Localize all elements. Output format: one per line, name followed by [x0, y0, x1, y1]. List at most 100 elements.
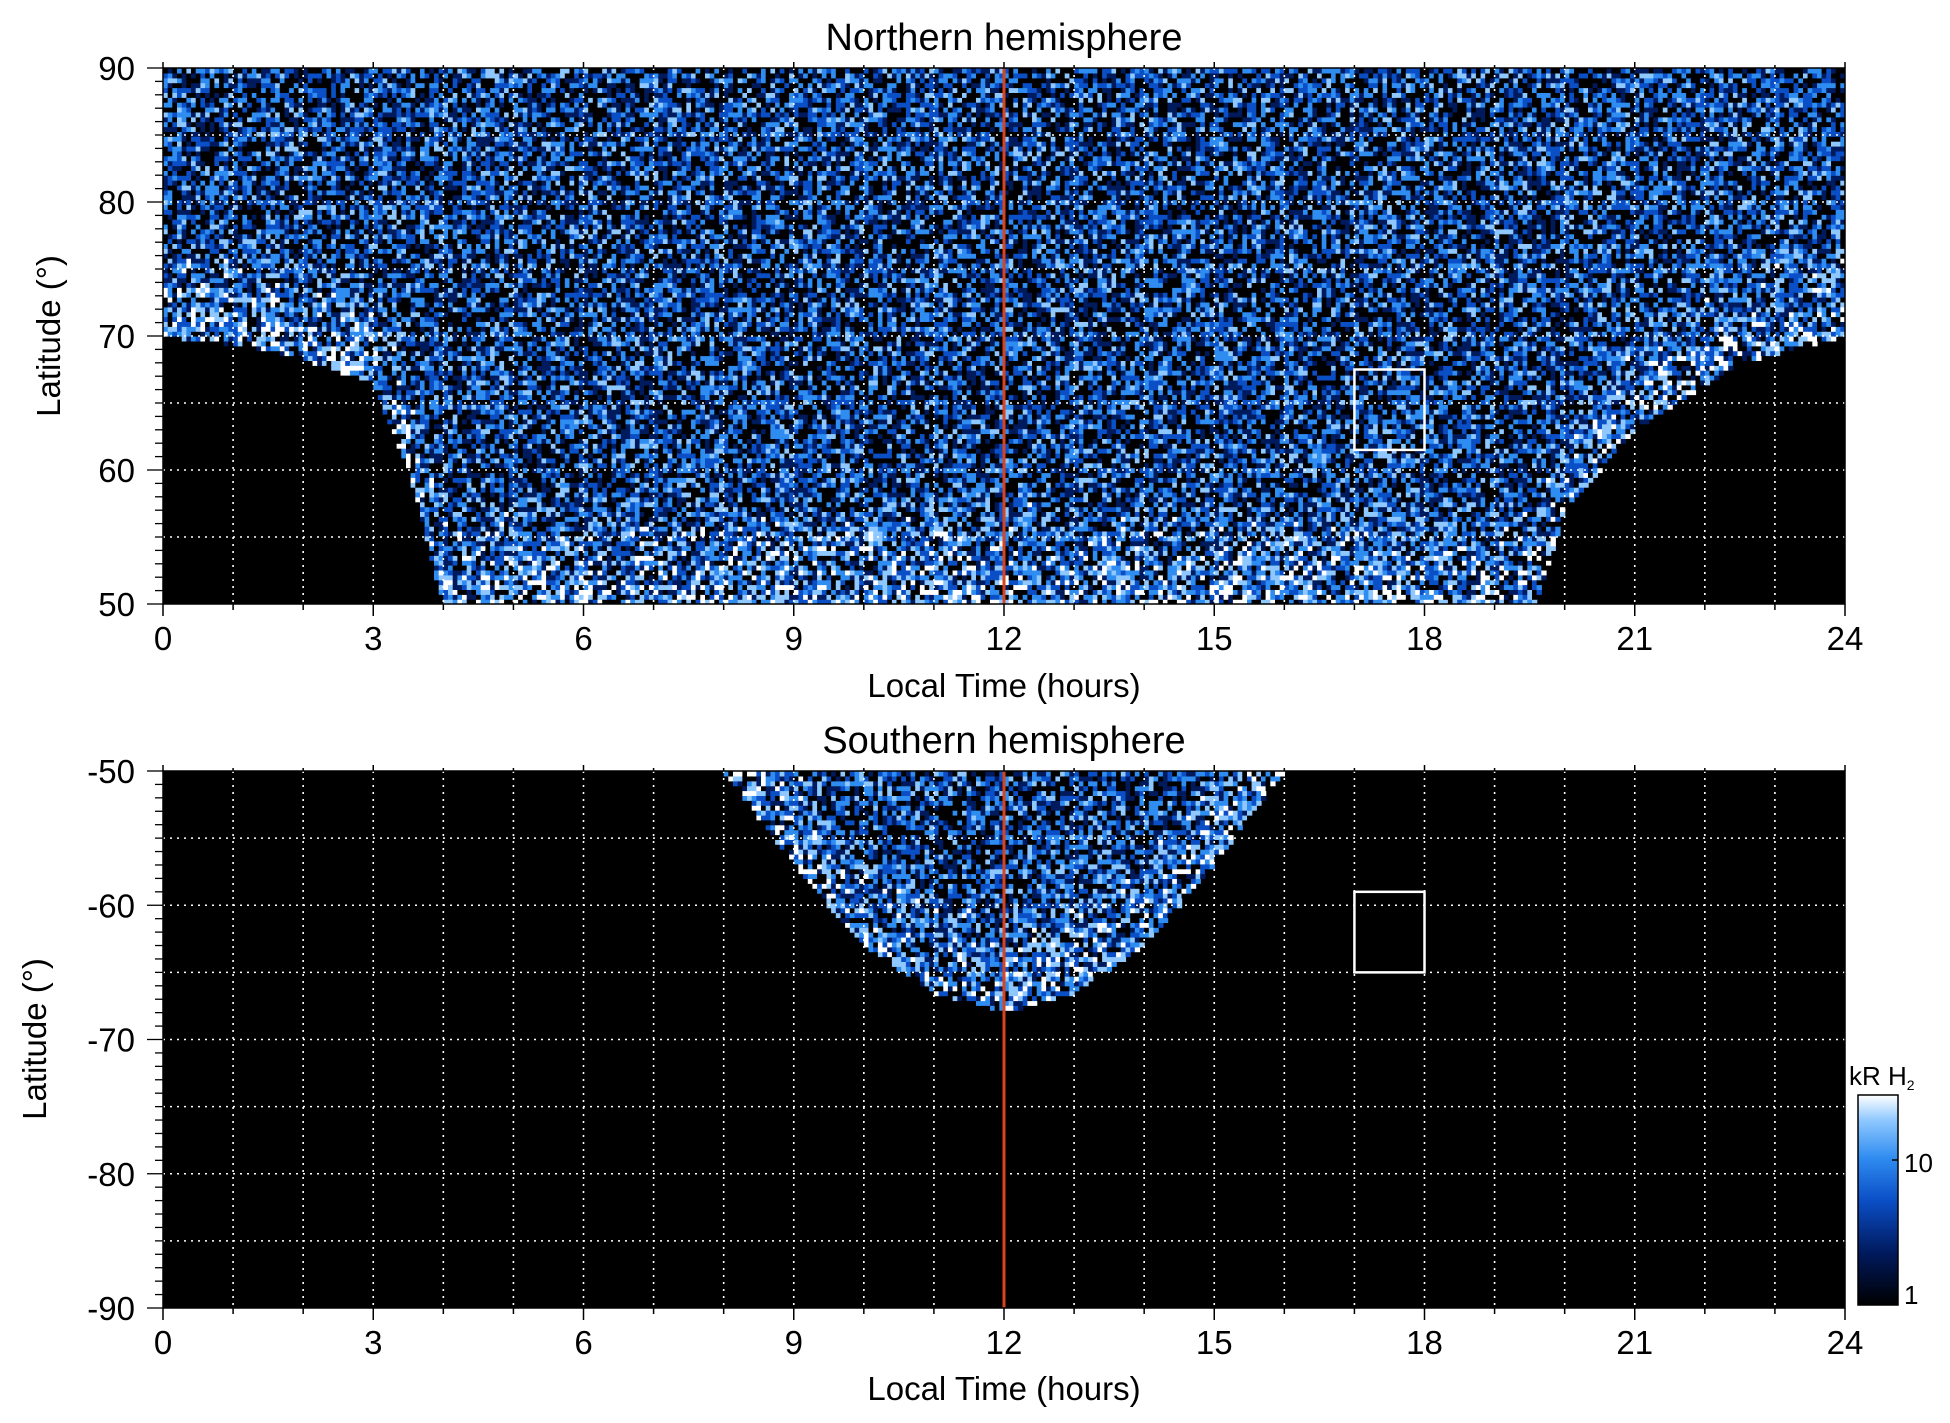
- n-cell-1612: [293, 253, 300, 259]
- n-cell-1605: [293, 287, 300, 293]
- n-cell-1714: [303, 340, 309, 347]
- n-cell-76: [167, 228, 173, 235]
- n-cell-233: [181, 272, 187, 279]
- n-cell-993: [242, 146, 248, 152]
- n-cell-4614: [471, 433, 477, 439]
- n-cell-4469: [462, 68, 468, 74]
- n-cell-3014: [396, 370, 402, 376]
- n-cell-960: [242, 306, 248, 313]
- n-cell-3654: [429, 321, 435, 327]
- n-cell-2630: [368, 141, 374, 147]
- n-cell-820: [228, 155, 234, 162]
- n-cell-3021: [396, 336, 402, 342]
- n-cell-2013: [321, 72, 328, 79]
- n-cell-59: [167, 311, 173, 318]
- n-cell-1366: [275, 297, 281, 303]
- n-cell-2448: [354, 92, 360, 98]
- n-cell-2816: [382, 233, 388, 240]
- n-cell-2526: [363, 336, 370, 342]
- n-cell-4108: [448, 219, 454, 225]
- n-cell-4375: [462, 526, 468, 532]
- n-cell-2127: [331, 121, 337, 128]
- n-cell-253: [181, 175, 187, 181]
- n-cell-1180: [256, 72, 262, 79]
- n-cell-1320: [270, 238, 276, 244]
- n-cell-533: [205, 175, 211, 181]
- n-cell-4488: [466, 511, 472, 517]
- n-cell-3375: [415, 262, 421, 269]
- n-cell-2583: [368, 370, 374, 376]
- n-cell-4340: [457, 160, 463, 167]
- n-cell-2663: [373, 301, 379, 308]
- n-cell-3787: [434, 184, 440, 191]
- n-cell-1778: [307, 326, 314, 332]
- n-cell-4241: [452, 107, 458, 113]
- n-cell-3342: [415, 423, 421, 430]
- n-cell-264: [181, 121, 187, 128]
- n-cell-35: [163, 160, 169, 167]
- n-cell-4912: [485, 589, 491, 595]
- n-cell-2194: [335, 97, 342, 103]
- n-cell-3639: [429, 394, 435, 400]
- n-cell-2303: [345, 180, 351, 186]
- n-cell-1244: [265, 326, 272, 332]
- n-cell-317: [186, 136, 192, 142]
- n-cell-2199: [335, 72, 342, 79]
- n-cell-4531: [466, 301, 472, 308]
- n-cell-2125: [331, 131, 337, 137]
- n-cell-4435: [462, 233, 468, 240]
- n-cell-2651: [373, 360, 379, 366]
- n-cell-4314: [457, 287, 463, 293]
- n-cell-3902: [438, 150, 444, 157]
- n-cell-4362: [462, 589, 468, 595]
- n-cell-3460: [420, 301, 426, 308]
- n-cell-2686: [373, 189, 379, 196]
- n-cell-3717: [434, 526, 440, 532]
- n-cell-1631: [293, 160, 300, 167]
- n-cell-1875: [312, 150, 318, 157]
- n-cell-11: [163, 277, 169, 283]
- n-cell-1029: [247, 248, 253, 254]
- n-cell-945: [237, 102, 244, 108]
- n-cell-4: [163, 311, 169, 318]
- n-cell-4577: [466, 77, 472, 84]
- n-cell-290: [186, 267, 192, 274]
- n-cell-75: [167, 233, 173, 240]
- n-cell-2244: [340, 160, 346, 167]
- n-cell-3186: [406, 326, 412, 332]
- n-cell-2667: [373, 282, 379, 288]
- n-cell-1118: [251, 92, 258, 98]
- n-cell-4066: [448, 423, 454, 430]
- n-cell-2036: [326, 262, 332, 269]
- n-cell-3698: [429, 107, 435, 113]
- n-cell-4896: [480, 131, 486, 137]
- n-cell-3165: [406, 428, 412, 435]
- n-cell-3917: [438, 77, 444, 84]
- n-cell-1954: [321, 360, 328, 366]
- n-cell-2304: [345, 175, 351, 181]
- n-cell-3527: [424, 448, 430, 454]
- n-cell-3892: [438, 199, 444, 206]
- n-cell-1363: [275, 311, 281, 318]
- n-cell-3979: [443, 311, 449, 318]
- n-cell-4425: [462, 282, 468, 288]
- n-cell-798: [228, 262, 234, 269]
- n-cell-729: [223, 321, 229, 327]
- n-cell-1360: [275, 326, 281, 332]
- n-cell-976: [242, 228, 248, 235]
- n-cell-4895: [480, 136, 486, 142]
- n-cell-4681: [471, 107, 477, 113]
- n-cell-93: [167, 146, 173, 152]
- n-cell-4184: [452, 384, 458, 391]
- n-cell-4500: [466, 452, 472, 459]
- n-cell-3832: [438, 491, 444, 498]
- n-cell-548: [205, 102, 211, 108]
- n-cell-3712: [434, 550, 440, 556]
- n-cell-3700: [429, 97, 435, 103]
- n-cell-1777: [307, 331, 314, 337]
- n-cell-2431: [354, 175, 360, 181]
- n-cell-4492: [466, 491, 472, 498]
- n-cell-2618: [368, 199, 374, 206]
- n-cell-3552: [424, 326, 430, 332]
- n-cell-4462: [462, 102, 468, 108]
